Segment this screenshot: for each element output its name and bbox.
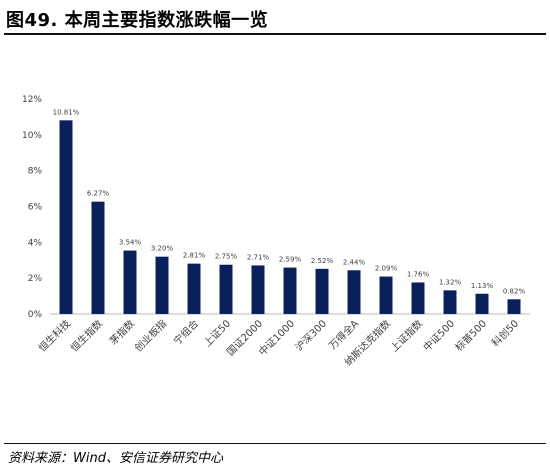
bar <box>251 265 265 314</box>
bar <box>475 293 489 314</box>
bar-value-label: 1.32% <box>439 278 462 286</box>
bar-value-label: 6.27% <box>87 190 110 198</box>
bar <box>155 256 169 314</box>
y-axis-ticks: 0% 2% 4% 6% 8% 10% 12% <box>22 95 42 320</box>
category-label: 标普500 <box>452 317 489 354</box>
y-tick-label: 6% <box>28 203 43 213</box>
bar <box>443 290 457 314</box>
source-rule <box>4 443 546 444</box>
y-tick-label: 10% <box>22 131 42 141</box>
title-rule <box>4 33 546 35</box>
bar-value-label: 2.59% <box>279 256 302 264</box>
bar-value-label: 2.81% <box>183 252 206 260</box>
category-label: 上证50 <box>201 318 233 350</box>
bar-value-label: 1.76% <box>407 270 430 278</box>
category-label: 恒生指数 <box>68 317 105 354</box>
bar <box>59 120 73 314</box>
y-tick-label: 2% <box>28 274 43 284</box>
y-tick-label: 0% <box>28 310 43 320</box>
bar <box>379 276 393 314</box>
bar-value-label: 10.81% <box>53 108 80 116</box>
category-label: 沪深300 <box>292 317 329 354</box>
bar <box>123 250 137 314</box>
bar-value-label: 2.09% <box>375 265 398 273</box>
y-tick-label: 12% <box>22 95 42 105</box>
value-labels: 10.81% 6.27% 3.54% 3.20% 2.81% 2.75% 2.71% 2.59… <box>53 108 526 295</box>
bar-value-label: 2.75% <box>215 253 238 261</box>
bar-value-label: 2.71% <box>247 253 270 261</box>
category-label: 恒生科技 <box>36 317 73 354</box>
bar <box>411 282 425 314</box>
bar-value-label: 2.44% <box>343 258 366 266</box>
bar <box>283 267 297 314</box>
bar <box>91 201 105 314</box>
bar <box>187 263 201 314</box>
bar <box>315 268 329 314</box>
category-label: 上证指数 <box>388 317 425 354</box>
y-tick-label: 4% <box>28 238 43 248</box>
bar-value-label: 3.54% <box>119 239 142 247</box>
bar-value-label: 0.82% <box>503 287 526 295</box>
category-label: 科创50 <box>489 317 521 349</box>
category-label: 宁组合 <box>171 317 201 347</box>
category-label: 中证500 <box>420 317 457 354</box>
source-note: 资料来源：Wind、安信证券研究中心 <box>8 451 223 466</box>
bar-value-label: 2.52% <box>311 257 334 265</box>
bar-chart: 0% 2% 4% 6% 8% 10% 12% 10.81% 6.27% 3.54% 3.20% 2.… <box>22 95 530 369</box>
bars <box>59 120 521 314</box>
bar <box>507 299 521 314</box>
figure-title: 图49. 本周主要指数涨跌幅一览 <box>6 10 269 31</box>
category-label: 茅指数 <box>107 317 137 347</box>
bar <box>219 264 233 314</box>
bar-value-label: 3.20% <box>151 245 174 253</box>
bar <box>347 270 361 314</box>
y-tick-label: 8% <box>28 167 43 177</box>
bar-value-label: 1.13% <box>471 282 494 290</box>
category-label: 创业板指 <box>132 317 169 354</box>
